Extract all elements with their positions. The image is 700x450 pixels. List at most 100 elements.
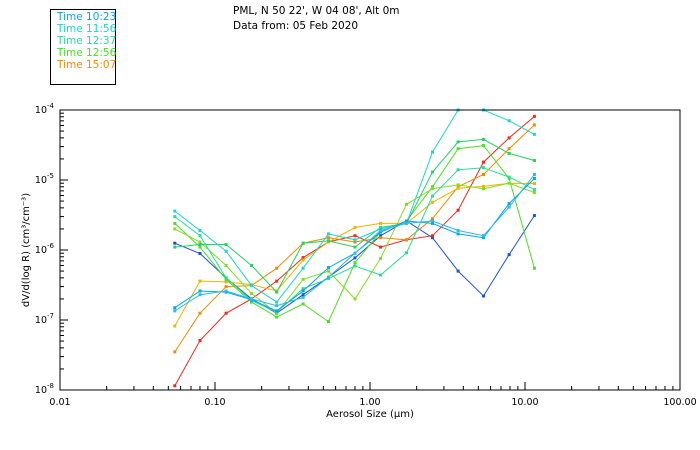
- x-axis-title: Aerosol Size (µm): [326, 409, 414, 420]
- data-point: [198, 293, 202, 297]
- data-point: [224, 311, 228, 315]
- data-point: [431, 219, 434, 223]
- data-point: [250, 297, 253, 301]
- data-point: [173, 241, 177, 245]
- data-point: [224, 276, 228, 280]
- data-point: [507, 136, 511, 140]
- data-point: [456, 269, 460, 273]
- data-point: [405, 221, 408, 225]
- data-point: [224, 264, 228, 267]
- x-tick-label: 10.00: [511, 397, 538, 408]
- data-point: [456, 168, 460, 172]
- data-point: [198, 243, 202, 246]
- data-point: [275, 300, 279, 304]
- data-point: [198, 240, 202, 244]
- data-point: [405, 251, 408, 255]
- series-line: [174, 178, 535, 312]
- series-line: [174, 109, 535, 303]
- y-tick-label: 10-6: [35, 242, 55, 256]
- data-point: [327, 320, 330, 324]
- data-point: [301, 266, 305, 270]
- data-point: [482, 234, 485, 238]
- data-point: [173, 324, 177, 328]
- data-point: [327, 266, 330, 270]
- plot-lines: [173, 108, 536, 388]
- data-point: [224, 289, 228, 293]
- data-point: [224, 280, 228, 284]
- data-point: [198, 289, 202, 293]
- axes: 0.01 0.10 1.00 10.00 100.00 10-8 10-7 10-6 10-5 1…: [35, 102, 697, 408]
- date-line: Data from: 05 Feb 2020: [233, 20, 359, 32]
- data-point: [250, 291, 253, 295]
- data-point: [456, 232, 460, 236]
- data-point: [532, 266, 536, 270]
- data-point: [353, 297, 357, 301]
- legend-entry-5: Time 15:07: [57, 59, 117, 71]
- series-turquoise: [173, 108, 536, 304]
- data-point: [198, 245, 202, 249]
- data-point: [353, 225, 357, 229]
- data-point: [532, 159, 536, 162]
- data-point: [327, 275, 330, 279]
- location-title: PML, N 50 22', W 04 08', Alt 0m: [233, 5, 400, 17]
- data-point: [301, 277, 305, 281]
- data-point: [353, 234, 357, 238]
- data-point: [173, 350, 177, 354]
- data-point: [198, 252, 202, 255]
- data-point: [275, 279, 279, 283]
- data-point: [250, 300, 253, 304]
- data-point: [456, 140, 460, 144]
- data-point: [301, 256, 305, 260]
- data-point: [379, 234, 383, 238]
- data-point: [327, 269, 330, 273]
- data-point: [353, 238, 357, 242]
- data-point: [482, 137, 485, 141]
- data-point: [456, 208, 460, 212]
- data-point: [353, 251, 357, 255]
- x-tick-label: 0.01: [49, 397, 70, 408]
- data-point: [532, 177, 536, 180]
- series-lime: [173, 181, 536, 315]
- y-tick-label: 10-4: [35, 102, 55, 116]
- data-point: [456, 183, 460, 187]
- data-point: [275, 266, 279, 270]
- data-point: [198, 339, 202, 342]
- y-tick-label: 10-5: [35, 172, 54, 186]
- data-point: [482, 236, 485, 240]
- data-point: [482, 294, 485, 298]
- data-point: [379, 227, 383, 231]
- x-tick-label: 0.10: [204, 397, 225, 408]
- data-point: [301, 258, 305, 262]
- data-point: [379, 273, 383, 277]
- series-light-blue: [173, 177, 536, 313]
- data-point: [431, 194, 434, 198]
- data-point: [275, 304, 279, 308]
- data-point: [353, 256, 357, 260]
- data-point: [173, 221, 177, 225]
- data-point: [327, 236, 330, 240]
- data-point: [275, 290, 279, 294]
- data-point: [405, 202, 408, 206]
- data-point: [173, 384, 177, 388]
- data-point: [456, 229, 460, 232]
- plot-frame: [59, 109, 681, 391]
- data-point: [353, 261, 357, 265]
- data-point: [301, 241, 305, 245]
- data-point: [198, 234, 202, 238]
- data-point: [327, 239, 330, 243]
- data-point: [301, 295, 305, 299]
- y-tick-label: 10-7: [35, 312, 54, 326]
- data-point: [301, 287, 305, 291]
- data-point: [173, 215, 177, 219]
- data-point: [431, 187, 434, 191]
- data-point: [532, 132, 536, 136]
- data-point: [507, 175, 511, 179]
- data-point: [532, 214, 536, 218]
- data-point: [173, 209, 177, 213]
- data-point: [532, 114, 536, 118]
- x-tick-label: 1.00: [359, 397, 380, 408]
- data-point: [456, 147, 460, 151]
- data-point: [275, 315, 279, 319]
- data-point: [379, 256, 383, 260]
